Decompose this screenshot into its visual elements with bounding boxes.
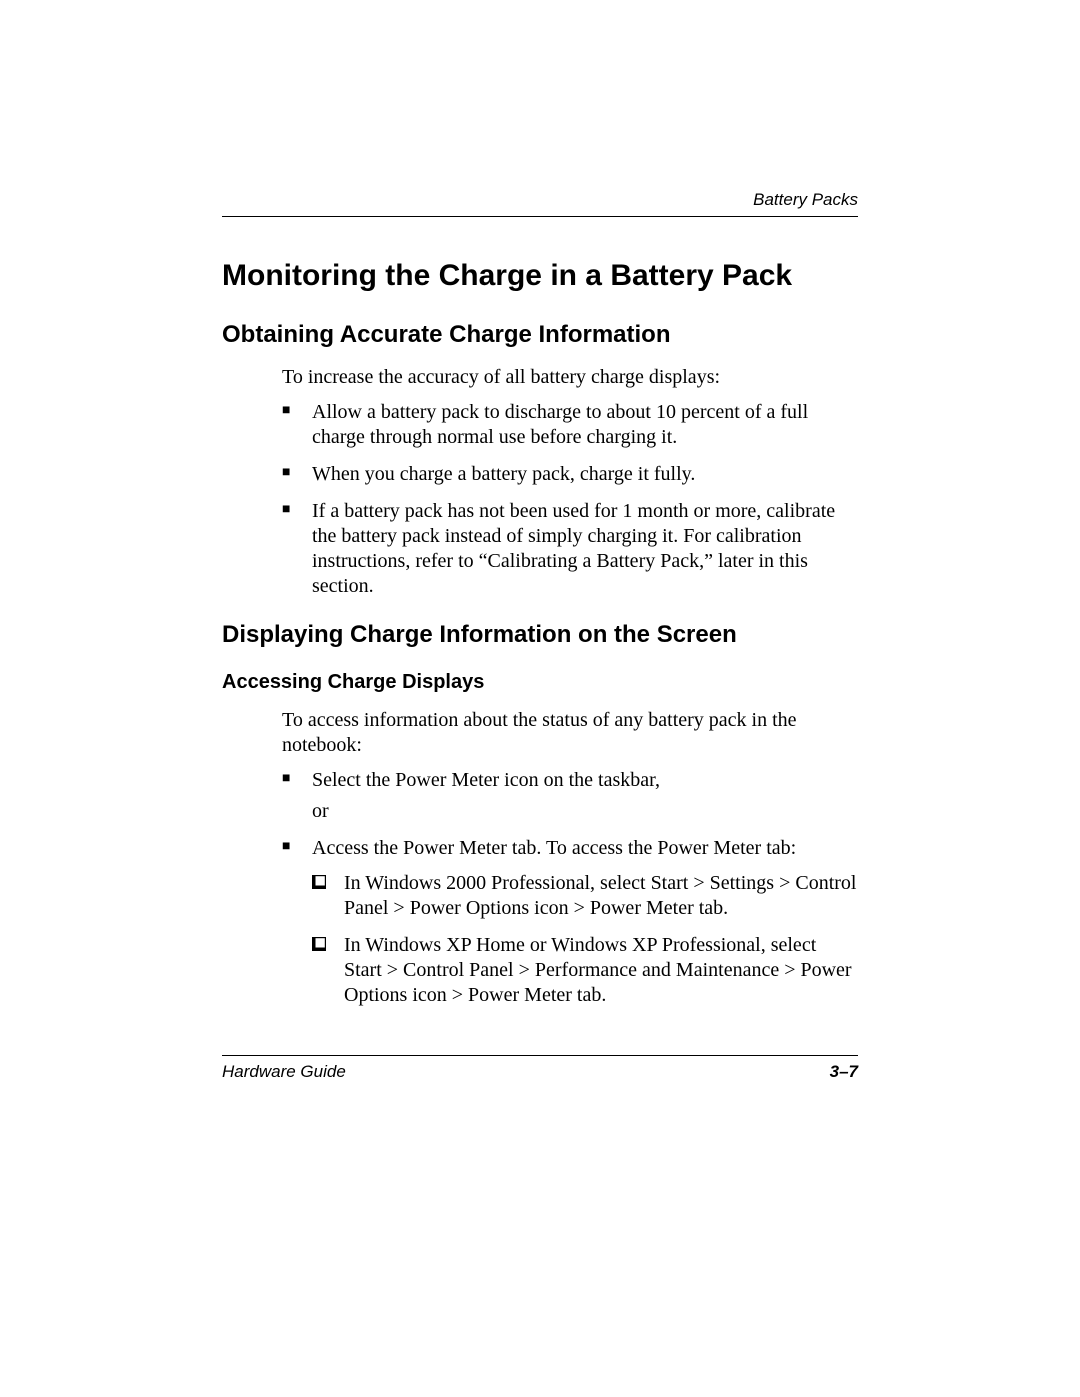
list-item-text: Access the Power Meter tab. To access th… [312, 837, 796, 859]
section2-heading: Displaying Charge Information on the Scr… [222, 621, 858, 649]
section1-bullets: Allow a battery pack to discharge to abo… [282, 400, 858, 599]
list-item: In Windows 2000 Professional, select Sta… [312, 871, 858, 921]
nested-item-text: In Windows 2000 Professional, select Sta… [344, 872, 856, 919]
header-rule [222, 216, 858, 217]
footer-left: Hardware Guide [222, 1062, 346, 1082]
list-item: Allow a battery pack to discharge to abo… [282, 400, 858, 450]
box-bullet-icon [312, 875, 326, 889]
page-title: Monitoring the Charge in a Battery Pack [222, 259, 858, 293]
page-footer: Hardware Guide 3–7 [222, 1055, 858, 1082]
section2-subheading: Accessing Charge Displays [222, 671, 858, 694]
section2-intro: To access information about the status o… [282, 708, 858, 758]
list-item: When you charge a battery pack, charge i… [282, 462, 858, 487]
list-item: Select the Power Meter icon on the taskb… [282, 768, 858, 824]
section1-intro: To increase the accuracy of all battery … [282, 365, 858, 390]
nested-item-text: In Windows XP Home or Windows XP Profess… [344, 934, 852, 1006]
footer-rule [222, 1055, 858, 1056]
footer-row: Hardware Guide 3–7 [222, 1062, 858, 1082]
list-item: In Windows XP Home or Windows XP Profess… [312, 933, 858, 1008]
box-bullet-icon [312, 937, 326, 951]
list-item: Access the Power Meter tab. To access th… [282, 836, 858, 1008]
footer-page-number: 3–7 [830, 1062, 858, 1082]
section2-bullets: Select the Power Meter icon on the taskb… [282, 768, 858, 1008]
running-header: Battery Packs [222, 190, 858, 216]
list-item-text: Select the Power Meter icon on the taskb… [312, 769, 660, 791]
section1-heading: Obtaining Accurate Charge Information [222, 321, 858, 349]
or-text: or [312, 799, 858, 824]
list-item: If a battery pack has not been used for … [282, 499, 858, 599]
content-area: Battery Packs Monitoring the Charge in a… [222, 190, 858, 1020]
document-page: Battery Packs Monitoring the Charge in a… [0, 0, 1080, 1397]
nested-list: In Windows 2000 Professional, select Sta… [312, 871, 858, 1008]
